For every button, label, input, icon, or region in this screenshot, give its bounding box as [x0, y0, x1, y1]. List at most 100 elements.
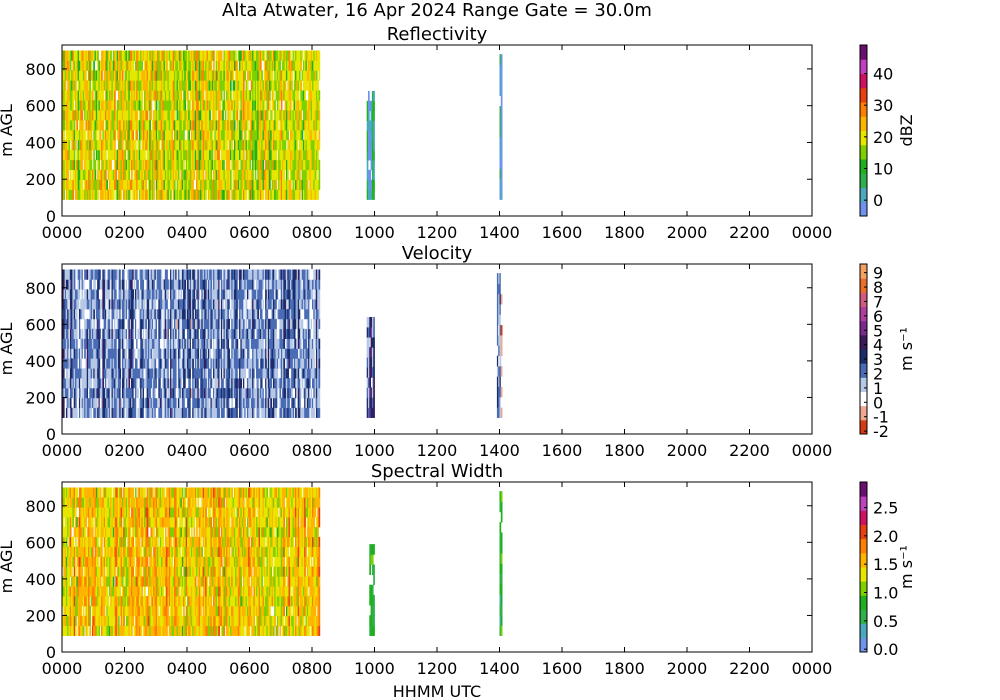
heatmap-cell [370, 160, 373, 171]
heatmap-cell [164, 308, 167, 320]
heatmap-cell [240, 110, 243, 121]
heatmap-cell [244, 368, 246, 379]
heatmap-cell [263, 179, 266, 190]
heatmap-cell [292, 139, 295, 151]
heatmap-cell [227, 358, 230, 369]
heatmap-cell [235, 387, 237, 399]
heatmap-cell [157, 129, 159, 141]
heatmap-cell [235, 80, 237, 91]
heatmap-cell [123, 318, 125, 330]
heatmap-cell [132, 378, 135, 389]
heatmap-cell [228, 368, 231, 379]
heatmap-cell [162, 149, 164, 161]
heatmap-cell [142, 378, 145, 389]
heatmap-cell [84, 328, 86, 339]
heatmap-cell [267, 139, 270, 151]
heatmap-cell [315, 129, 318, 141]
heatmap-cell [141, 129, 144, 141]
heatmap-cell [93, 358, 95, 369]
heatmap-cell [117, 80, 120, 91]
heatmap-cell [207, 279, 210, 290]
heatmap-cell [192, 110, 194, 121]
heatmap-cell [110, 60, 112, 71]
heatmap-cell [129, 189, 132, 200]
heatmap-cell [133, 149, 136, 161]
heatmap-cell [133, 159, 136, 171]
heatmap-cell [62, 358, 64, 369]
heatmap-cell [285, 90, 288, 101]
heatmap-cell [272, 120, 275, 131]
heatmap-cell [149, 169, 151, 180]
heatmap-cell [229, 149, 232, 161]
heatmap-cell [98, 328, 101, 339]
heatmap-cell [69, 179, 72, 190]
heatmap-cell [99, 387, 102, 399]
heatmap-cell [127, 358, 129, 369]
heatmap-cell [179, 269, 181, 280]
heatmap-cell [219, 100, 222, 111]
heatmap-cell [76, 100, 79, 111]
heatmap-cell [98, 338, 101, 349]
heatmap-cell [127, 110, 129, 121]
heatmap-cell [179, 70, 181, 81]
heatmap-cell [107, 338, 110, 349]
heatmap-cell [188, 179, 191, 190]
heatmap-cell [228, 169, 231, 180]
heatmap-cell [188, 358, 191, 369]
heatmap-cell [69, 358, 72, 369]
heatmap-cell [245, 169, 248, 180]
heatmap-cell [226, 279, 228, 290]
heatmap-cell [168, 318, 171, 330]
heatmap-cell [235, 129, 237, 141]
heatmap-cell [226, 348, 228, 359]
heatmap-cell [219, 90, 222, 101]
heatmap-cell [228, 289, 231, 300]
heatmap-cell [82, 387, 85, 399]
heatmap-cell [252, 60, 254, 71]
heatmap-cell [231, 269, 233, 280]
heatmap-cell [157, 378, 159, 389]
heatmap-cell [145, 289, 148, 300]
heatmap-cell [73, 60, 76, 71]
heatmap-cell [128, 318, 131, 330]
heatmap-cell [274, 110, 276, 121]
heatmap-cell [180, 397, 183, 409]
heatmap-cell [155, 397, 158, 409]
heatmap-cell [258, 50, 261, 61]
heatmap-cell [68, 407, 71, 418]
heatmap-cell [219, 189, 222, 200]
heatmap-cell [314, 70, 317, 81]
heatmap-cell [164, 169, 167, 180]
heatmap-cell [104, 90, 107, 101]
heatmap-cell [201, 397, 204, 409]
heatmap-cell [117, 387, 120, 399]
heatmap-cell [276, 189, 279, 200]
heatmap-cell [94, 120, 97, 131]
heatmap-cell [103, 149, 106, 161]
heatmap-cell [205, 100, 207, 111]
heatmap-cell [211, 368, 214, 379]
heatmap-cell [142, 407, 145, 418]
heatmap-cell [196, 159, 198, 171]
heatmap-cell [164, 289, 167, 300]
heatmap-cell [188, 397, 191, 409]
heatmap-cell [233, 338, 236, 349]
heatmap-cell [231, 120, 233, 131]
heatmap-cell [173, 149, 176, 161]
heatmap-cell [184, 60, 187, 71]
heatmap-cell [120, 318, 123, 330]
heatmap-cell [222, 338, 224, 349]
heatmap-cell [78, 358, 81, 369]
heatmap-cell [240, 397, 243, 409]
heatmap-cell [194, 328, 197, 339]
heatmap-cell [134, 80, 137, 91]
heatmap-cell [188, 129, 191, 141]
heatmap-cell [248, 189, 250, 200]
heatmap-cell [224, 368, 227, 379]
heatmap-cell [200, 378, 202, 389]
heatmap-cell [144, 139, 146, 151]
heatmap-cell [252, 169, 254, 180]
heatmap-cell [216, 159, 219, 171]
heatmap-cell [142, 50, 145, 61]
heatmap-cell [235, 100, 237, 111]
